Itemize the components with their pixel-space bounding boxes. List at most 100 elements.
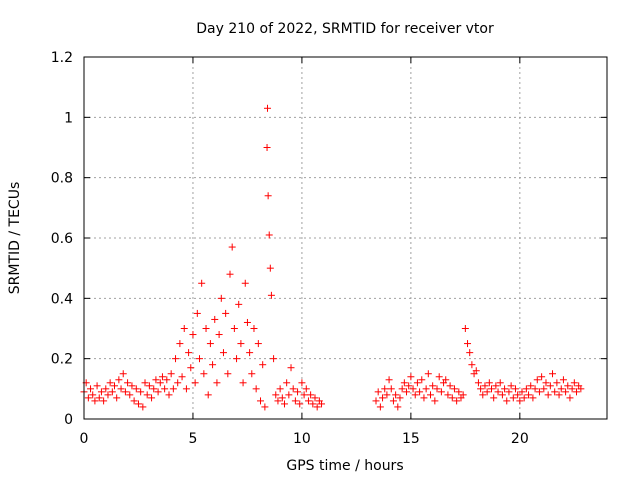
chart-title: Day 210 of 2022, SRMTID for receiver vto…	[196, 21, 494, 37]
x-tick-label: 5	[188, 431, 197, 447]
data-point	[416, 388, 424, 396]
data-point	[400, 379, 408, 387]
data-point	[383, 391, 391, 399]
data-point	[143, 391, 151, 399]
data-point	[485, 379, 493, 387]
data-point	[466, 349, 474, 357]
x-tick-label: 0	[80, 431, 89, 447]
data-point	[577, 385, 585, 393]
data-point	[481, 382, 489, 390]
data-point	[429, 382, 437, 390]
data-point	[296, 400, 304, 408]
data-point	[285, 391, 293, 399]
data-point	[300, 391, 308, 399]
data-point	[172, 355, 180, 363]
data-point	[564, 382, 572, 390]
data-point	[87, 385, 95, 393]
data-point	[376, 403, 384, 411]
data-point	[433, 385, 441, 393]
data-point	[215, 331, 223, 339]
data-point	[374, 388, 382, 396]
data-point	[407, 373, 415, 381]
data-point	[200, 370, 208, 378]
data-point	[311, 394, 319, 402]
data-point	[546, 382, 554, 390]
data-point	[304, 397, 312, 405]
data-point	[551, 388, 559, 396]
data-point	[202, 325, 210, 332]
data-point	[392, 391, 400, 399]
data-point	[169, 385, 177, 393]
data-point	[505, 388, 513, 396]
data-point	[261, 403, 269, 411]
data-point	[126, 391, 134, 399]
data-point	[219, 349, 227, 357]
data-point	[108, 388, 116, 396]
data-point	[93, 382, 101, 390]
data-point	[250, 325, 258, 332]
data-point	[302, 385, 310, 393]
data-point	[280, 400, 288, 408]
x-axis-label: GPS time / hours	[286, 458, 403, 474]
data-point	[243, 318, 251, 326]
data-point	[294, 388, 302, 396]
data-point	[529, 394, 537, 402]
data-point	[167, 370, 175, 378]
data-point	[257, 397, 265, 405]
data-point	[420, 394, 428, 402]
data-point	[198, 279, 206, 287]
data-point	[540, 385, 548, 393]
y-tick-label: 1.2	[51, 50, 73, 66]
data-point	[474, 379, 482, 387]
data-point	[187, 364, 195, 372]
data-point	[501, 385, 509, 393]
data-point	[468, 361, 476, 369]
data-point	[418, 376, 426, 384]
data-point	[309, 400, 317, 408]
data-point	[494, 388, 502, 396]
data-point	[263, 104, 271, 112]
data-point	[492, 382, 500, 390]
y-axis-label: SRMTID / TECUs	[7, 182, 23, 295]
y-tick-label: 0.4	[51, 291, 73, 307]
data-point	[533, 376, 541, 384]
y-tick-label: 0	[64, 412, 73, 428]
data-point	[525, 391, 533, 399]
data-point	[97, 388, 105, 396]
data-point	[379, 394, 387, 402]
data-point	[252, 385, 260, 393]
data-point	[455, 388, 463, 396]
data-point	[444, 391, 452, 399]
data-point	[106, 379, 114, 387]
data-point	[241, 279, 249, 287]
data-point	[161, 385, 169, 393]
data-point	[272, 391, 280, 399]
data-point	[437, 388, 445, 396]
data-point	[479, 391, 487, 399]
data-point	[235, 300, 243, 308]
data-point	[283, 379, 291, 387]
data-point	[446, 382, 454, 390]
data-point	[117, 385, 125, 393]
data-point	[450, 385, 458, 393]
data-point	[176, 340, 184, 348]
data-point	[435, 373, 443, 381]
data-point	[189, 331, 197, 339]
y-tick-label: 0.2	[51, 352, 73, 368]
data-point	[387, 385, 395, 393]
data-point	[128, 382, 136, 390]
data-point	[394, 403, 402, 411]
data-point	[239, 379, 247, 387]
data-point	[549, 370, 557, 378]
data-point	[298, 379, 306, 387]
data-point	[461, 325, 469, 332]
data-point	[124, 379, 132, 387]
data-point	[248, 370, 256, 378]
data-point	[520, 394, 528, 402]
data-point	[522, 385, 530, 393]
data-point	[318, 400, 326, 408]
data-point	[156, 379, 164, 387]
data-point	[535, 388, 543, 396]
data-point	[381, 385, 389, 393]
